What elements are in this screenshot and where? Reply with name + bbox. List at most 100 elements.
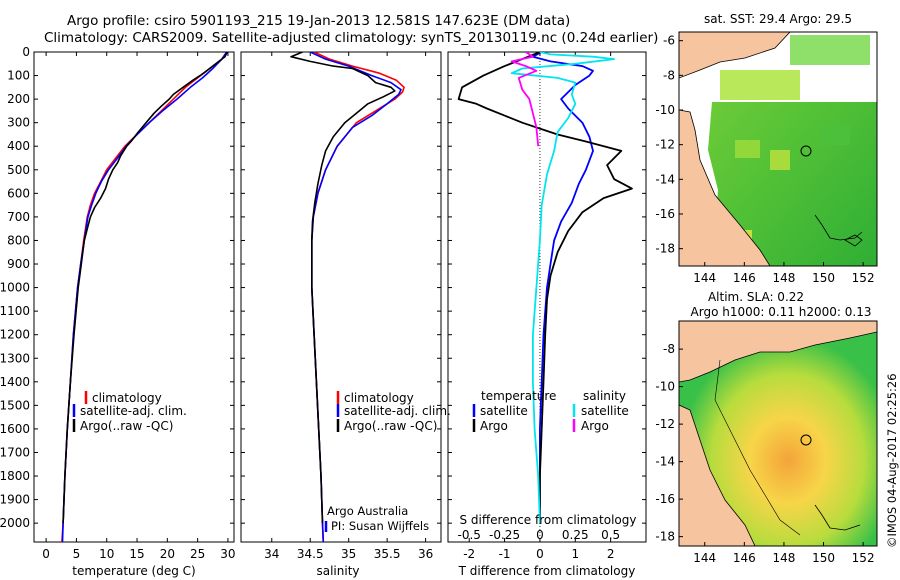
x-tick-label: 30 — [220, 547, 235, 561]
x-tick-label: 5 — [73, 547, 81, 561]
depth-axis: 0 100 200 300 400 500 600 700 800 900 1000 1100 1200… — [0, 45, 646, 530]
sst-patch — [735, 140, 760, 158]
map-y-tick-label: -12 — [655, 138, 675, 152]
depth-tick-label: 1700 — [0, 445, 30, 459]
salinity-xlabel: salinity — [316, 564, 359, 578]
depth-tick-label: 1600 — [0, 422, 30, 436]
x-tick-label: 35.5 — [374, 547, 401, 561]
depth-tick-label: 900 — [7, 257, 30, 271]
argo-position-marker — [800, 145, 812, 157]
sla-map-axes: 144 146 148 150 152 -8 -10 -12 -14 -16 -18 — [655, 342, 874, 565]
sst-patch — [720, 70, 800, 100]
difference-panel — [447, 51, 647, 543]
argo-position-marker — [800, 434, 812, 446]
s-tick-label: -0.25 — [489, 528, 520, 542]
difference-legend-temperature: temperature satellite Argo — [472, 389, 556, 433]
difference-x-axis: -2 -1 0 1 2-0.5 -0.25 0 0.25 0.5 — [458, 52, 620, 561]
series-line-argo-raw-qc- — [290, 52, 396, 524]
depth-tick-label: 1200 — [0, 328, 30, 342]
series-line-argo-raw-qc- — [62, 52, 229, 524]
difference-xlabel-top: S difference from climatology — [460, 513, 637, 527]
map-y-tick-label: -14 — [655, 172, 675, 186]
x-tick-label: 25 — [190, 547, 205, 561]
temperature-legend: climatology satellite-adj. clim. Argo(..… — [72, 391, 187, 433]
annotation-line-2: PI: Susan Wijffels — [331, 519, 429, 533]
annotation-line-1: Argo Australia — [327, 504, 408, 518]
map-x-tick-label: 148 — [772, 271, 795, 285]
legend-label-t-argo: Argo — [480, 419, 508, 433]
x-tick-label: 0 — [536, 547, 544, 561]
legend-label-argo: Argo(..raw -QC) — [80, 419, 173, 433]
temperature-panel — [33, 51, 235, 543]
x-tick-label: 2 — [607, 547, 615, 561]
depth-tick-label: 700 — [7, 210, 30, 224]
depth-tick-label: 0 — [22, 45, 30, 59]
sla-map — [679, 321, 877, 546]
series-line-s-satellite — [510, 52, 616, 524]
depth-tick-label: 1500 — [0, 398, 30, 412]
legend-label-s-satellite: satellite — [581, 404, 629, 418]
map-y-tick-label: -18 — [655, 530, 675, 544]
x-tick-label: 34.5 — [297, 547, 324, 561]
sla-map-frame — [678, 320, 878, 547]
depth-tick-label: 2000 — [0, 516, 30, 530]
map-y-tick-label: -6 — [663, 34, 675, 48]
sst-map-axes: 144 146 148 150 152 -6 -8 -10 -12 -14 -16 -18 — [655, 34, 874, 285]
depth-tick-label: 100 — [7, 69, 30, 83]
depth-tick-label: 400 — [7, 139, 30, 153]
title-line-2: Climatology: CARS2009. Satellite-adjuste… — [44, 30, 658, 46]
depth-tick-label: 800 — [7, 233, 30, 247]
land-new-guinea — [679, 321, 877, 383]
copyright-footer: ©IMOS 04-Aug-2017 02:25:26 — [885, 373, 899, 548]
map-x-tick-label: 144 — [693, 551, 716, 565]
legend-label-climatology: climatology — [92, 391, 162, 405]
x-tick-label: 20 — [160, 547, 175, 561]
temperature-x-axis: 0 5 10 15 20 25 30 — [42, 52, 236, 561]
map-y-tick-label: -8 — [663, 68, 675, 82]
s-tick-label: 0.5 — [601, 528, 620, 542]
salinity-series — [290, 52, 405, 542]
depth-tick-label: 1300 — [0, 351, 30, 365]
x-tick-label: -1 — [499, 547, 511, 561]
salinity-panel — [240, 51, 442, 543]
map-x-tick-label: 148 — [772, 551, 795, 565]
x-tick-label: 35 — [341, 547, 356, 561]
temperature-xlabel: temperature (deg C) — [72, 564, 195, 578]
legend-label-satellite: satellite-adj. clim. — [80, 404, 187, 418]
x-tick-label: 1 — [571, 547, 579, 561]
series-line-t-satellite — [532, 52, 594, 524]
sst-map — [679, 32, 877, 266]
reef-outline — [814, 214, 863, 241]
series-line-satellite-adj-clim- — [309, 52, 402, 542]
depth-contour — [714, 359, 801, 536]
map-y-tick-label: -10 — [655, 103, 675, 117]
map-y-tick-label: -14 — [655, 455, 675, 469]
island-outline — [844, 234, 863, 247]
x-tick-label: 10 — [99, 547, 114, 561]
map-y-tick-label: -18 — [655, 242, 675, 256]
depth-tick-label: 1400 — [0, 375, 30, 389]
depth-tick-label: 1900 — [0, 493, 30, 507]
land-australia — [679, 404, 756, 546]
depth-tick-label: 1100 — [0, 304, 30, 318]
map-y-tick-label: -8 — [663, 342, 675, 356]
x-tick-label: 15 — [129, 547, 144, 561]
sst-patch — [820, 125, 850, 145]
series-line-t-argo — [457, 52, 633, 524]
reef-outline — [814, 504, 861, 531]
sla-map-title: Altim. SLA: 0.22 — [708, 290, 804, 304]
map-x-tick-label: 152 — [852, 551, 875, 565]
x-tick-label: 34 — [264, 547, 279, 561]
temperature-series — [61, 52, 229, 542]
difference-xlabel: T difference from climatology — [458, 564, 636, 578]
map-y-tick-label: -16 — [655, 492, 675, 506]
map-x-tick-label: 146 — [733, 551, 756, 565]
map-x-tick-label: 150 — [812, 271, 835, 285]
depth-tick-label: 500 — [7, 163, 30, 177]
sst-map-frame — [678, 31, 878, 267]
legend-title-salinity: salinity — [583, 389, 626, 403]
series-line-s-argo — [510, 52, 540, 147]
legend-title-temperature: temperature — [481, 389, 556, 403]
salinity-x-axis: 34 34.5 35 35.5 36 — [264, 52, 433, 561]
